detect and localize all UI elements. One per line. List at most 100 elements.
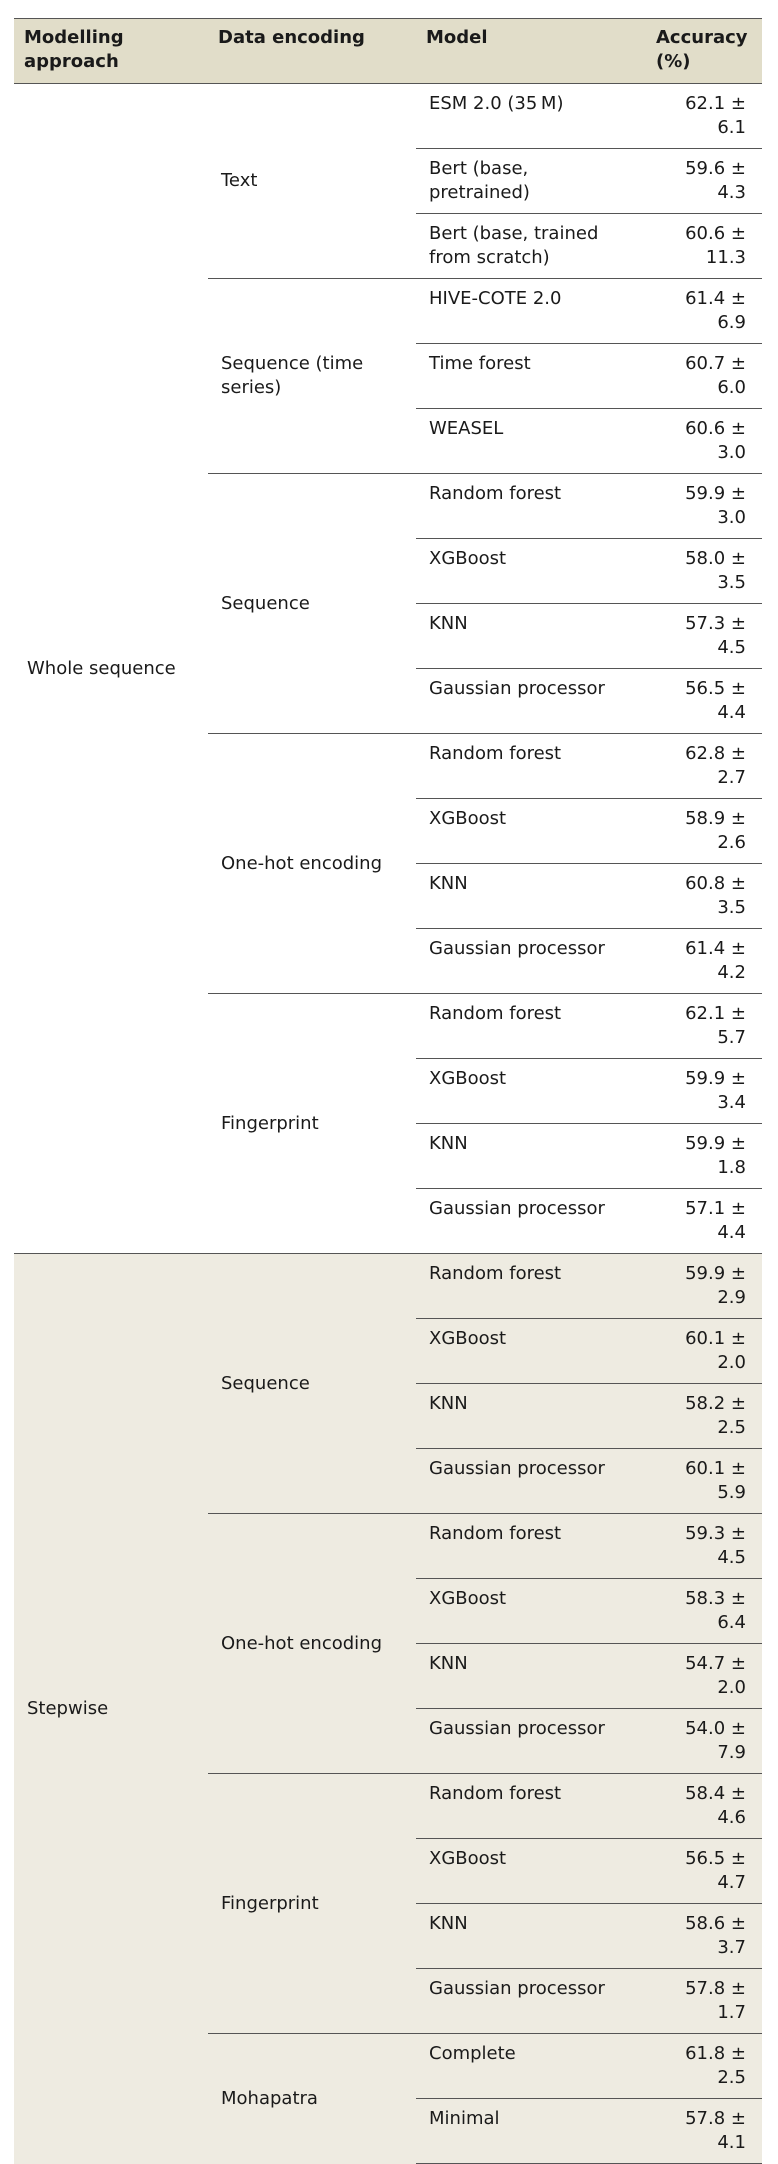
table-row: Whole sequence Text ESM 2.0 (35 M) 62.1 ± 6…: [14, 83, 762, 1254]
table-body: Whole sequence Text ESM 2.0 (35 M) 62.1 ± 6…: [14, 83, 762, 2164]
encoding-cell: Mohapatra: [208, 2033, 416, 2164]
model-cell: Time forest: [416, 343, 638, 409]
encoding-cell: Fingerprint: [208, 1773, 416, 2034]
model-cell: Gaussian processor: [416, 928, 638, 994]
model-cell: Random forest: [416, 473, 638, 539]
accuracy-cell: 59.9 ± 3.4: [638, 1058, 762, 1124]
accuracy-cell: 58.6 ± 3.7: [638, 1903, 762, 1969]
model-cell: Gaussian processor: [416, 1708, 638, 1774]
model-cell: Random forest: [416, 993, 638, 1059]
table-row: XGBoost 58.0 ± 3.5: [14, 538, 762, 604]
model-cell: XGBoost: [416, 538, 638, 604]
table-row: Gaussian processor 61.4 ± 4.2: [14, 928, 762, 994]
accuracy-cell: 57.8 ± 4.1: [638, 2098, 762, 2164]
accuracy-cell: 59.9 ± 1.8: [638, 1123, 762, 1189]
table-row: XGBoost 59.9 ± 3.4: [14, 1058, 762, 1124]
table-row: Gaussian processor 57.1 ± 4.4: [14, 1188, 762, 1254]
page: Modelling approach Data encoding Model A…: [14, 18, 762, 2164]
table-row: Sequence Random forest 59.9 ± 3.0: [14, 473, 762, 734]
model-cell: Random forest: [416, 1513, 638, 1579]
accuracy-cell: 59.6 ± 4.3: [638, 148, 762, 214]
accuracy-cell: 58.9 ± 2.6: [638, 798, 762, 864]
encoding-cell: Sequence: [208, 1253, 416, 1514]
encoding-cell: Sequence: [208, 473, 416, 734]
table-row: WEASEL 60.6 ± 3.0: [14, 408, 762, 474]
header-cell: Model: [416, 18, 638, 84]
encoding-cell: Fingerprint: [208, 993, 416, 1254]
model-cell: HIVE-COTE 2.0: [416, 278, 638, 344]
accuracy-cell: 61.4 ± 6.9: [638, 278, 762, 344]
model-cell: KNN: [416, 1123, 638, 1189]
model-cell: Gaussian processor: [416, 668, 638, 734]
accuracy-cell: 62.8 ± 2.7: [638, 733, 762, 799]
table-row: Time forest 60.7 ± 6.0: [14, 343, 762, 409]
accuracy-cell: 58.4 ± 4.6: [638, 1773, 762, 1839]
model-cell: XGBoost: [416, 1058, 638, 1124]
model-cell: Random forest: [416, 733, 638, 799]
table-row: KNN 57.3 ± 4.5: [14, 603, 762, 669]
model-cell: Gaussian processor: [416, 1448, 638, 1514]
model-cell: Bert (base, pretrained): [416, 148, 638, 214]
table-row: Fingerprint Random forest 62.1 ± 5.7: [14, 993, 762, 1254]
table-row: XGBoost 60.1 ± 2.0: [14, 1318, 762, 1384]
header-cell: Modelling approach: [14, 18, 208, 84]
header-cell: Data encoding: [208, 18, 416, 84]
accuracy-cell: 59.9 ± 3.0: [638, 473, 762, 539]
accuracy-cell: 61.4 ± 4.2: [638, 928, 762, 994]
encoding-cell: Sequence (time series): [208, 278, 416, 474]
accuracy-cell: 58.3 ± 6.4: [638, 1578, 762, 1644]
accuracy-cell: 57.3 ± 4.5: [638, 603, 762, 669]
encoding-cell: One-hot encoding: [208, 1513, 416, 1774]
model-cell: Gaussian processor: [416, 1968, 638, 2034]
accuracy-cell: 62.1 ± 5.7: [638, 993, 762, 1059]
accuracy-cell: 56.5 ± 4.4: [638, 668, 762, 734]
model-cell: Random forest: [416, 1773, 638, 1839]
model-cell: KNN: [416, 863, 638, 929]
accuracy-cell: 57.8 ± 1.7: [638, 1968, 762, 2034]
accuracy-cell: 57.1 ± 4.4: [638, 1188, 762, 1254]
model-cell: ESM 2.0 (35 M): [416, 83, 638, 149]
accuracy-cell: 59.3 ± 4.5: [638, 1513, 762, 1579]
model-cell: Bert (base, trained from scratch): [416, 213, 638, 279]
accuracy-cell: 60.1 ± 2.0: [638, 1318, 762, 1384]
model-cell: Random forest: [416, 1253, 638, 1319]
accuracy-cell: 58.0 ± 3.5: [638, 538, 762, 604]
header-cell: Accuracy (%): [638, 18, 762, 84]
accuracy-cell: 59.9 ± 2.9: [638, 1253, 762, 1319]
model-cell: XGBoost: [416, 1838, 638, 1904]
accuracy-cell: 60.1 ± 5.9: [638, 1448, 762, 1514]
table-row: KNN 60.8 ± 3.5: [14, 863, 762, 929]
encoding-cell: One-hot encoding: [208, 733, 416, 994]
accuracy-cell: 60.6 ± 3.0: [638, 408, 762, 474]
results-table: Modelling approach Data encoding Model A…: [14, 18, 762, 2164]
table-row: Gaussian processor 56.5 ± 4.4: [14, 668, 762, 734]
model-cell: KNN: [416, 1383, 638, 1449]
table-row: Bert (base, trained from scratch) 60.6 ± …: [14, 213, 762, 279]
table-row: Bert (base, pretrained) 59.6 ± 4.3: [14, 148, 762, 214]
model-cell: KNN: [416, 603, 638, 669]
approach-cell: Stepwise: [14, 1253, 208, 2164]
accuracy-cell: 60.6 ± 11.3: [638, 213, 762, 279]
accuracy-cell: 54.7 ± 2.0: [638, 1643, 762, 1709]
accuracy-cell: 61.8 ± 2.5: [638, 2033, 762, 2099]
table-row: One-hot encoding Random forest 62.8 ± 2.7: [14, 733, 762, 994]
model-cell: WEASEL: [416, 408, 638, 474]
encoding-cell: Text: [208, 83, 416, 279]
header-row: Modelling approach Data encoding Model A…: [14, 18, 762, 84]
table-row: Sequence (time series) HIVE-COTE 2.0 61.4 …: [14, 278, 762, 474]
accuracy-cell: 58.2 ± 2.5: [638, 1383, 762, 1449]
model-cell: Complete: [416, 2033, 638, 2099]
approach-cell: Whole sequence: [14, 83, 208, 1254]
model-cell: XGBoost: [416, 798, 638, 864]
table-row: XGBoost 58.9 ± 2.6: [14, 798, 762, 864]
accuracy-cell: 60.8 ± 3.5: [638, 863, 762, 929]
accuracy-cell: 56.5 ± 4.7: [638, 1838, 762, 1904]
model-cell: Gaussian processor: [416, 1188, 638, 1254]
model-cell: KNN: [416, 1643, 638, 1709]
accuracy-cell: 54.0 ± 7.9: [638, 1708, 762, 1774]
model-cell: Minimal: [416, 2098, 638, 2164]
table-row: Stepwise Sequence Random forest 59.9 ± 2.9: [14, 1253, 762, 2164]
table-row: KNN 59.9 ± 1.8: [14, 1123, 762, 1189]
accuracy-cell: 60.7 ± 6.0: [638, 343, 762, 409]
accuracy-cell: 62.1 ± 6.1: [638, 83, 762, 149]
